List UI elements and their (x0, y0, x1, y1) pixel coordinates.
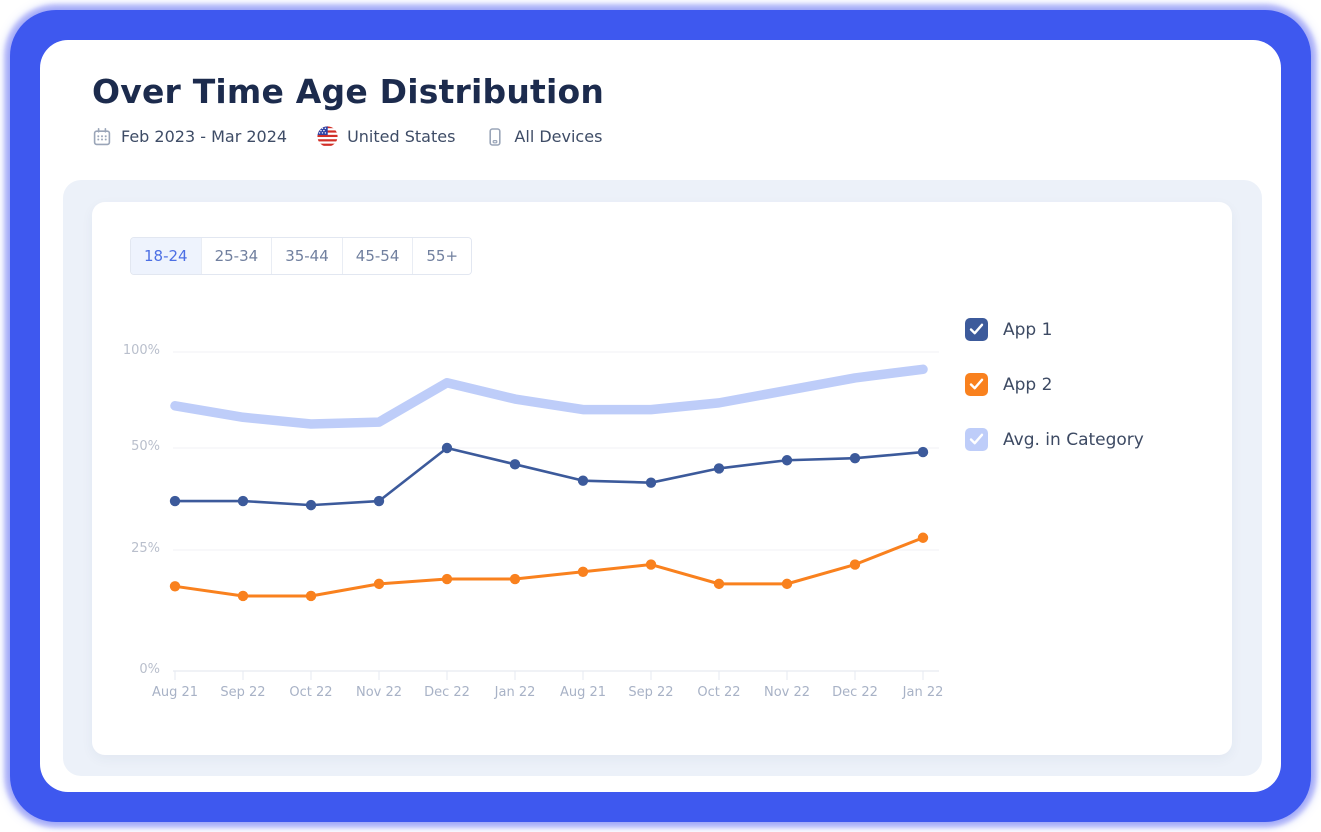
content-panel: 18-24 25-34 35-44 45-54 55+ App 1 App 2 Avg. i… (63, 180, 1262, 776)
x-tick-label: Oct 22 (697, 685, 741, 700)
devices-label: All Devices (514, 127, 603, 146)
check-icon (969, 323, 984, 335)
data-point[interactable] (781, 455, 793, 466)
data-point[interactable] (305, 499, 317, 511)
data-point[interactable] (577, 475, 589, 486)
age-tab-25-34[interactable]: 25-34 (200, 238, 272, 274)
data-point[interactable] (849, 453, 861, 464)
devices-filter[interactable]: All Devices (485, 127, 602, 147)
y-tick-label: 25% (131, 541, 160, 556)
data-point[interactable] (713, 578, 725, 590)
age-tab-45-54[interactable]: 45-54 (341, 238, 413, 274)
header: Over Time Age Distribution (40, 40, 1281, 147)
page-title: Over Time Age Distribution (92, 72, 605, 111)
data-point[interactable] (237, 495, 249, 507)
age-tab-35-44[interactable]: 35-44 (271, 238, 342, 274)
x-tick-label: Jan 22 (494, 685, 536, 700)
legend-label: App 2 (1003, 374, 1053, 395)
age-tab-55plus[interactable]: 55+ (412, 238, 472, 274)
country-label: United States (347, 127, 456, 146)
x-tick-label: Nov 22 (355, 685, 403, 700)
x-tick-label: Jan 22 (902, 685, 944, 700)
data-point[interactable] (645, 477, 657, 488)
data-point[interactable] (237, 590, 249, 602)
legend-item-app-1[interactable]: App 1 (965, 318, 1144, 341)
x-tick-label: Aug 21 (559, 685, 607, 700)
chart-canvas (169, 351, 939, 680)
legend-item-app-2[interactable]: App 2 (965, 373, 1144, 396)
data-point[interactable] (645, 559, 657, 570)
legend-checkbox[interactable] (965, 428, 988, 451)
country-filter[interactable]: United States (317, 126, 455, 147)
x-tick-label: Sep 22 (628, 685, 674, 700)
check-icon (969, 378, 984, 390)
y-tick-label: 50% (131, 439, 160, 454)
legend-checkbox[interactable] (965, 373, 988, 396)
x-tick-label: Aug 21 (151, 685, 199, 700)
data-point[interactable] (373, 578, 385, 590)
date-range-filter[interactable]: Feb 2023 - Mar 2024 (92, 127, 287, 147)
chart-plot: 0% 25% 50% 100% Aug 21 Sep 22 Oct 22 Nov 22 Dec … (92, 202, 1232, 755)
data-point[interactable] (509, 573, 521, 585)
y-tick-label: 0% (139, 662, 160, 677)
mobile-device-icon (485, 127, 505, 147)
x-tick-label: Dec 22 (424, 685, 470, 700)
data-point[interactable] (373, 495, 385, 507)
legend-label: App 1 (1003, 319, 1053, 340)
y-tick-label: 100% (122, 343, 160, 358)
data-point[interactable] (577, 566, 589, 577)
age-group-tabs: 18-24 25-34 35-44 45-54 55+ (130, 237, 473, 275)
data-point[interactable] (849, 559, 861, 570)
data-point[interactable] (305, 590, 317, 602)
app-window: Over Time Age Distribution (40, 40, 1281, 792)
data-point[interactable] (441, 442, 453, 454)
legend-item-avg-in-category[interactable]: Avg. in Category (965, 428, 1144, 451)
data-point[interactable] (781, 578, 793, 590)
series-line-app-2 (173, 536, 925, 598)
check-icon (969, 433, 984, 445)
data-point[interactable] (713, 463, 725, 474)
chart-legend: App 1 App 2 Avg. in Category (965, 318, 1144, 483)
series-line-app-1 (173, 446, 925, 507)
legend-checkbox[interactable] (965, 318, 988, 341)
data-point[interactable] (917, 446, 929, 458)
chart-card: 18-24 25-34 35-44 45-54 55+ App 1 App 2 Avg. i… (92, 202, 1232, 755)
age-tab-18-24[interactable]: 18-24 (131, 238, 201, 274)
calendar-icon (92, 127, 112, 147)
data-point[interactable] (917, 532, 929, 543)
data-point[interactable] (169, 581, 181, 592)
legend-label: Avg. in Category (1003, 429, 1144, 450)
report-meta-row: Feb 2023 - Mar 2024 (92, 126, 1281, 147)
x-tick-label: Sep 22 (220, 685, 266, 700)
us-flag-icon (317, 126, 338, 147)
data-point[interactable] (509, 459, 521, 470)
x-tick-label: Dec 22 (832, 685, 878, 700)
x-tick-label: Nov 22 (763, 685, 811, 700)
data-point[interactable] (441, 573, 453, 585)
date-range-label: Feb 2023 - Mar 2024 (121, 127, 288, 146)
x-tick-label: Oct 22 (289, 685, 333, 700)
data-point[interactable] (169, 495, 181, 507)
series-line-avg-in-category (170, 364, 928, 429)
